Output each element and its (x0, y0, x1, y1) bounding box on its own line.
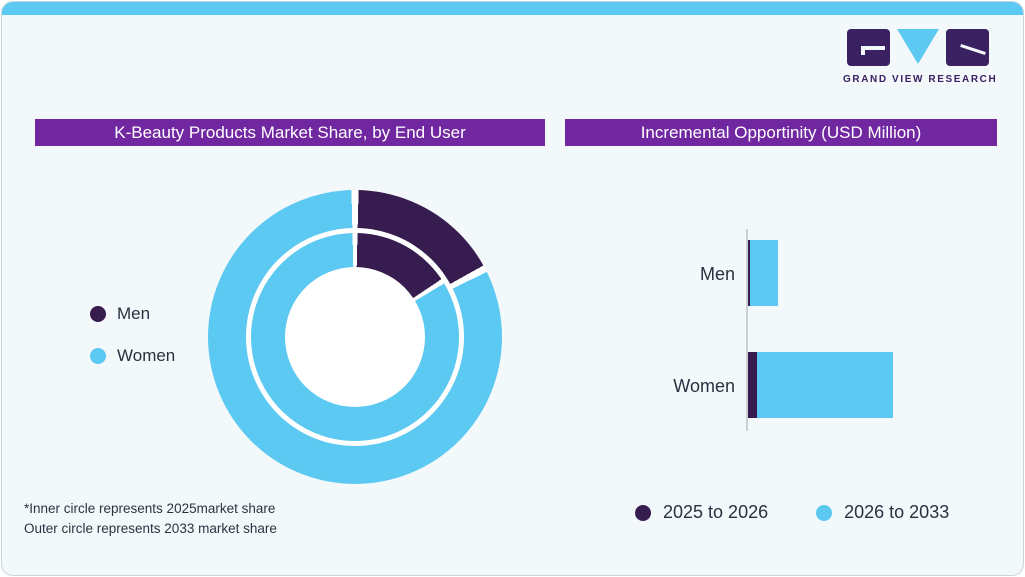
donut-chart (208, 190, 502, 484)
logo-r-icon (946, 29, 989, 66)
bar-chart-axis (746, 229, 748, 431)
brand-name: GRAND VIEW RESEARCH (843, 74, 998, 85)
footnote: *Inner circle represents 2025market shar… (24, 499, 277, 539)
logo-g-tick (861, 46, 865, 55)
top-accent-strip (2, 2, 1023, 15)
left-chart-title: K-Beauty Products Market Share, by End U… (35, 119, 545, 146)
period1-legend-dot (635, 504, 651, 521)
legend-item-men: Men (90, 304, 175, 324)
women-legend-label: Women (117, 346, 176, 365)
bar-label-women: Women (673, 376, 735, 396)
period1-legend-label: 2025 to 2026 (663, 502, 769, 522)
right-chart-title: Incremental Opportinity (USD Million) (565, 119, 997, 146)
legend-item-women: Women (90, 346, 175, 366)
bar-chart-legend: 2025 to 2026 2026 to 2033 (635, 502, 949, 523)
legend-item-2026-2033: 2026 to 2033 (816, 502, 949, 523)
bar-women (748, 352, 893, 418)
men-legend-dot (90, 306, 106, 322)
logo-g-icon (847, 29, 890, 66)
bar-segment-men-2025-to-2026 (748, 240, 750, 306)
legend-item-2025-2026: 2025 to 2026 (635, 502, 768, 523)
bar-segment-women-2025-to-2026 (748, 352, 757, 418)
footnote-line-1: *Inner circle represents 2025market shar… (24, 501, 276, 516)
footnote-line-2: Outer circle represents 2033 market shar… (24, 521, 277, 536)
bar-segment-women-2026-to-2033 (757, 352, 893, 418)
logo-marks (843, 29, 993, 67)
logo-g-bar (861, 46, 885, 50)
bar-segment-men-2026-to-2033 (750, 240, 778, 306)
logo-v-icon (897, 29, 939, 64)
men-legend-label: Men (117, 304, 151, 323)
logo-r-slash (960, 44, 986, 55)
women-legend-dot (90, 348, 106, 364)
bar-men (748, 240, 778, 306)
brand-logo: GRAND VIEW RESEARCH (843, 29, 998, 85)
period2-legend-label: 2026 to 2033 (844, 502, 950, 522)
donut-legend: Men Women (90, 304, 175, 388)
donut-hole (285, 267, 425, 407)
bar-label-men: Men (699, 264, 735, 284)
period2-legend-dot (816, 504, 833, 521)
